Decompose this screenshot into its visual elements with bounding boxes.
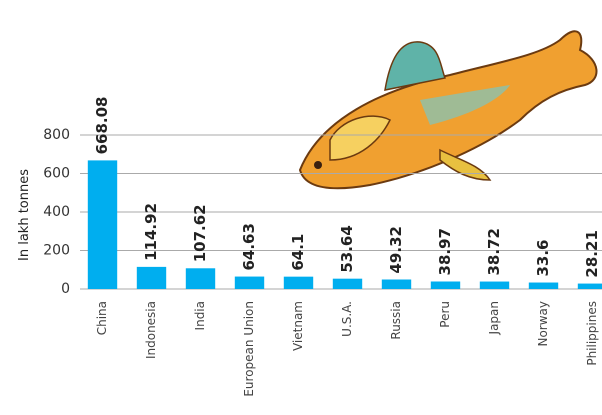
bar xyxy=(87,160,118,289)
bar xyxy=(234,276,265,289)
x-tick-label: European Union xyxy=(242,301,256,397)
x-tick-label: Japan xyxy=(487,301,501,335)
y-tick-label: 600 xyxy=(43,166,70,182)
x-tick-label: Norway xyxy=(536,301,550,347)
bar xyxy=(283,276,314,289)
x-tick-label: Peru xyxy=(438,301,452,328)
value-label: 114.92 xyxy=(142,203,160,261)
bar xyxy=(185,268,216,289)
fish-illustration xyxy=(298,30,598,190)
bar xyxy=(136,266,167,289)
value-label: 668.08 xyxy=(93,97,111,155)
value-label: 49.32 xyxy=(387,226,405,273)
x-tick-label: U.S.A. xyxy=(340,301,354,337)
x-tick-label: China xyxy=(95,301,109,335)
y-tick-label: 0 xyxy=(61,281,70,297)
y-tick-label: 400 xyxy=(43,204,70,220)
value-label: 107.62 xyxy=(191,204,209,262)
x-tick-label: Indonesia xyxy=(144,301,158,359)
y-tick-label: 800 xyxy=(43,127,70,143)
y-axis-title: In lakh tonnes xyxy=(17,169,32,261)
value-label: 64.1 xyxy=(289,234,307,271)
bar xyxy=(381,279,412,289)
bar xyxy=(479,281,510,289)
value-label: 33.6 xyxy=(534,240,552,277)
bar xyxy=(332,278,363,289)
value-label: 64.63 xyxy=(240,223,258,270)
bar xyxy=(528,282,559,289)
value-label: 28.21 xyxy=(583,230,601,277)
bar xyxy=(577,283,602,289)
x-tick-label: Philippines xyxy=(585,301,599,366)
value-label: 53.64 xyxy=(338,225,356,272)
bar xyxy=(430,281,461,289)
y-tick-label: 200 xyxy=(43,243,70,259)
value-label: 38.72 xyxy=(485,228,503,275)
value-label: 38.97 xyxy=(436,228,454,275)
x-tick-label: India xyxy=(193,301,207,330)
x-tick-label: Vietnam xyxy=(291,301,305,351)
x-tick-label: Russia xyxy=(389,301,403,340)
